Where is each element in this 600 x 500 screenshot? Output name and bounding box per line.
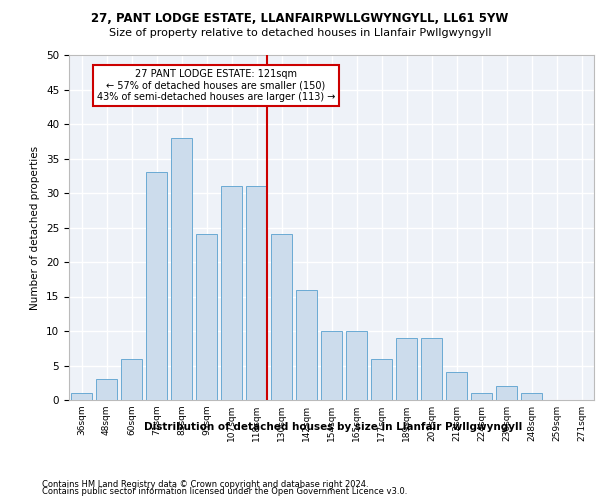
Bar — [296, 290, 317, 400]
Text: Size of property relative to detached houses in Llanfair Pwllgwyngyll: Size of property relative to detached ho… — [109, 28, 491, 38]
Bar — [446, 372, 467, 400]
Text: Distribution of detached houses by size in Llanfair Pwllgwyngyll: Distribution of detached houses by size … — [144, 422, 522, 432]
Bar — [521, 393, 542, 400]
Bar — [496, 386, 517, 400]
Text: 27 PANT LODGE ESTATE: 121sqm
← 57% of detached houses are smaller (150)
43% of s: 27 PANT LODGE ESTATE: 121sqm ← 57% of de… — [97, 69, 335, 102]
Bar — [346, 331, 367, 400]
Bar — [121, 358, 142, 400]
Bar — [321, 331, 342, 400]
Bar — [196, 234, 217, 400]
Bar — [471, 393, 492, 400]
Bar — [171, 138, 192, 400]
Text: Contains public sector information licensed under the Open Government Licence v3: Contains public sector information licen… — [42, 488, 407, 496]
Bar — [371, 358, 392, 400]
Bar — [221, 186, 242, 400]
Text: Contains HM Land Registry data © Crown copyright and database right 2024.: Contains HM Land Registry data © Crown c… — [42, 480, 368, 489]
Bar — [246, 186, 267, 400]
Text: 27, PANT LODGE ESTATE, LLANFAIRPWLLGWYNGYLL, LL61 5YW: 27, PANT LODGE ESTATE, LLANFAIRPWLLGWYNG… — [91, 12, 509, 26]
Bar — [421, 338, 442, 400]
Bar — [71, 393, 92, 400]
Bar — [396, 338, 417, 400]
Bar — [271, 234, 292, 400]
Bar — [146, 172, 167, 400]
Y-axis label: Number of detached properties: Number of detached properties — [31, 146, 40, 310]
Bar — [96, 380, 117, 400]
